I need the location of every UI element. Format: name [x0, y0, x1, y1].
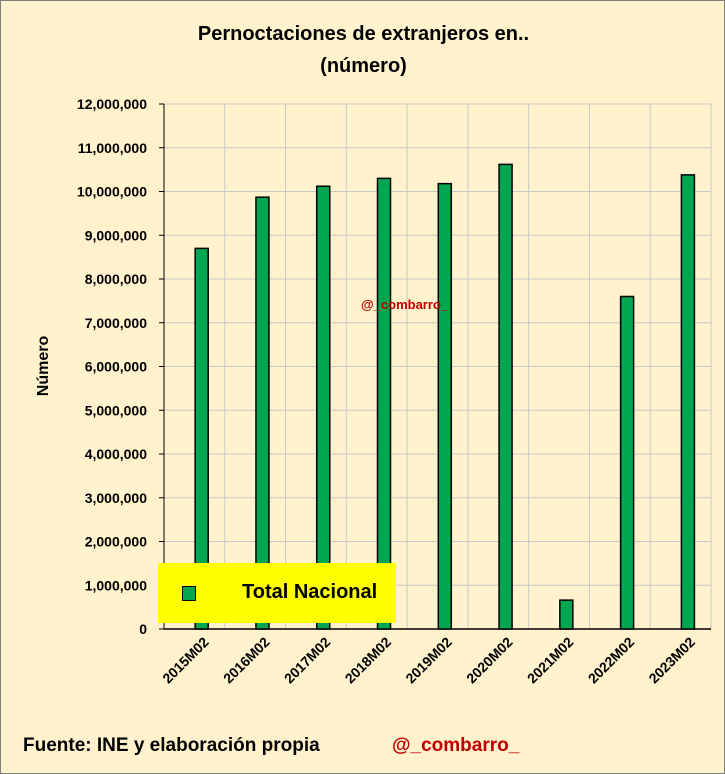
x-tick-label: 2018M02: [342, 634, 395, 687]
bar-2016M02: [255, 196, 270, 630]
x-tick-label: 2022M02: [585, 634, 638, 687]
bar-2019M02: [437, 182, 453, 630]
x-tick-label: 2019M02: [402, 634, 455, 687]
x-tick-label: 2017M02: [281, 634, 334, 687]
y-tick-label: 8,000,000: [85, 271, 147, 287]
bar-2022M02: [619, 295, 635, 630]
bar-2017M02: [315, 185, 331, 630]
y-tick-label: 7,000,000: [85, 315, 147, 331]
y-tick-label: 4,000,000: [85, 446, 147, 462]
legend-swatch: [182, 586, 196, 601]
footer-handle: @_combarro_: [392, 735, 520, 756]
x-tick-label: 2016M02: [220, 634, 273, 687]
x-tick-label: 2023M02: [645, 634, 698, 687]
bars-layer: [194, 163, 696, 630]
x-tick-label: 2015M02: [159, 634, 212, 687]
y-tick-labels: 0 1,000,000 2,000,000 3,000,000 4,000,000 5,0…: [77, 96, 147, 637]
y-tick-label: 10,000,000: [77, 184, 147, 200]
legend-label: Total Nacional: [242, 581, 378, 603]
watermark: @_combarro_: [361, 297, 449, 312]
bar-2021M02: [559, 599, 574, 630]
chart-title-line2: (número): [320, 55, 407, 77]
x-tick-labels: 2015M02 2016M02 2017M02 2018M02 2019M02 2020M…: [159, 634, 698, 687]
y-tick-label: 12,000,000: [77, 96, 147, 112]
bar-2018M02: [376, 177, 392, 630]
y-tick-label: 2,000,000: [85, 534, 147, 550]
y-tick-label: 6,000,000: [85, 359, 147, 375]
y-tick-label: 1,000,000: [85, 577, 147, 593]
y-tick-label: 3,000,000: [85, 490, 147, 506]
y-tick-label: 5,000,000: [85, 402, 147, 418]
grid-layer: [159, 103, 712, 630]
legend: Total Nacional: [158, 563, 396, 623]
bar-2020M02: [498, 163, 513, 630]
y-tick-label: 0: [139, 621, 147, 637]
y-tick-label: 9,000,000: [85, 227, 147, 243]
bar-2023M02: [680, 174, 696, 630]
bar-2015M02: [194, 247, 209, 630]
chart-title-line1: Pernoctaciones de extranjeros en..: [197, 23, 530, 45]
x-tick-label: 2020M02: [463, 634, 516, 687]
y-axis-label: Número: [35, 336, 52, 397]
y-tick-label: 11,000,000: [78, 140, 148, 156]
x-tick-label: 2021M02: [524, 634, 577, 687]
footer-source: Fuente: INE y elaboración propia: [23, 735, 320, 756]
